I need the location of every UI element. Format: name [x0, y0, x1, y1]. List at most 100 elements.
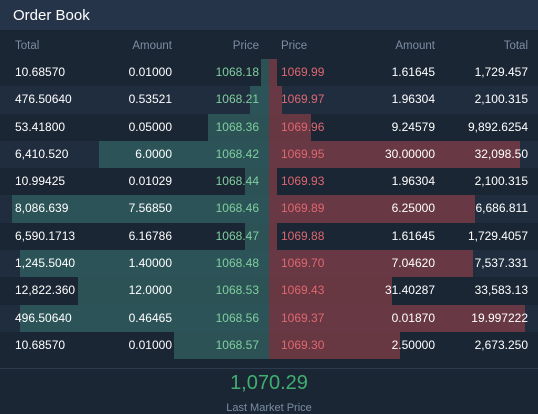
bid-total-cell: 12,822.360	[15, 283, 76, 298]
ask-depth-bar	[269, 195, 475, 223]
ask-total-header[interactable]: Total	[503, 40, 528, 52]
bid-total-cell: 10.99425	[15, 174, 66, 189]
order-row[interactable]: 10.68570 0.01000 1068.57 1069.30 2.50000 2,67…	[0, 331, 538, 360]
ask-price-cell: 1069.97	[281, 92, 325, 107]
bid-amount-cell: 0.53521	[128, 92, 172, 107]
ask-amount-cell: 6.25000	[391, 201, 435, 216]
ask-price-cell: 1069.37	[281, 310, 325, 325]
bid-price-cell: 1068.56	[215, 310, 259, 325]
ask-depth-bar	[269, 304, 525, 332]
order-rows: 10.68570 0.01000 1068.18 1069.99 1.61645 1,72…	[0, 59, 538, 360]
bid-amount-cell: 0.01000	[128, 337, 172, 352]
ask-depth-bar	[269, 86, 282, 114]
ask-amount-cell: 7.04620	[391, 256, 435, 271]
ask-depth-bar	[269, 277, 392, 305]
ask-price-cell: 1069.95	[281, 146, 325, 161]
bid-amount-cell: 0.01029	[128, 174, 172, 189]
bid-amount-cell: 0.05000	[128, 119, 172, 134]
ask-total-cell: 32,098.50	[474, 146, 528, 161]
ask-amount-cell: 1.96304	[391, 92, 435, 107]
ask-depth-bar	[269, 113, 311, 141]
bid-price-cell: 1068.36	[215, 119, 259, 134]
ask-depth-bar	[269, 168, 277, 196]
bid-depth-bar	[20, 250, 269, 278]
bid-depth-bar	[261, 59, 269, 87]
bid-total-cell: 496.50640	[15, 310, 72, 325]
ask-price-cell: 1069.70	[281, 256, 325, 271]
ask-depth-bar	[269, 140, 520, 169]
bid-price-cell: 1068.44	[215, 174, 259, 189]
ask-amount-cell: 1.96304	[391, 174, 435, 189]
bid-total-cell: 10.68570	[15, 65, 66, 79]
order-row[interactable]: 1,245.5040 1.40000 1068.48 1069.70 7.04620 7,…	[0, 250, 538, 278]
order-row[interactable]: 10.99425 0.01029 1068.44 1069.93 1.96304 2,10…	[0, 168, 538, 196]
ask-price-cell: 1069.88	[281, 228, 325, 243]
ask-depth-bar	[269, 331, 400, 360]
ask-amount-header[interactable]: Amount	[395, 40, 435, 52]
ask-amount-cell: 2.50000	[391, 337, 435, 352]
order-row[interactable]: 496.50640 0.46465 1068.56 1069.37 0.01870 19.…	[0, 304, 538, 332]
order-row[interactable]: 12,822.360 12.0000 1068.53 1069.43 31.40287 3…	[0, 277, 538, 305]
bid-amount-cell: 0.01000	[128, 65, 172, 79]
ask-total-cell: 1,729.4057	[467, 228, 528, 243]
divider	[0, 368, 538, 369]
bid-amount-cell: 6.16786	[128, 228, 172, 243]
order-row[interactable]: 10.68570 0.01000 1068.18 1069.99 1.61645 1,72…	[0, 59, 538, 87]
ask-total-cell: 2,100.315	[474, 92, 528, 107]
bid-amount-cell: 0.46465	[128, 310, 172, 325]
bid-price-cell: 1068.48	[215, 256, 259, 271]
ask-total-cell: 7,537.331	[474, 256, 528, 271]
bid-depth-bar	[250, 86, 269, 114]
bid-depth-bar	[12, 195, 269, 223]
last-market-price: 1,070.29	[230, 372, 308, 394]
ask-depth-bar	[269, 250, 473, 278]
ask-price-header[interactable]: Price	[281, 40, 308, 52]
ask-price-cell: 1069.89	[281, 201, 325, 216]
order-row[interactable]: 6,590.1713 6.16786 1068.47 1069.88 1.61645 1,…	[0, 222, 538, 251]
order-row[interactable]: 6,410.520 6.0000 1068.42 1069.95 30.00000 32,…	[0, 140, 538, 169]
bid-total-cell: 6,410.520	[15, 146, 69, 161]
bid-amount-cell: 7.56850	[128, 201, 172, 216]
bid-depth-bar	[174, 331, 269, 360]
bid-price-cell: 1068.47	[215, 228, 259, 243]
ask-price-cell: 1069.43	[281, 283, 325, 298]
ask-total-cell: 6,686.811	[475, 201, 529, 216]
bid-total-cell: 1,245.5040	[15, 256, 76, 271]
bid-price-cell: 1068.57	[215, 337, 259, 352]
bid-depth-bar	[245, 168, 269, 196]
bid-amount-cell: 6.0000	[135, 146, 172, 161]
ask-amount-cell: 9.24579	[391, 119, 435, 134]
column-headers: Total Amount Price Price Amount Total	[0, 38, 538, 56]
ask-total-cell: 2,673.250	[474, 337, 528, 352]
bid-depth-bar	[208, 113, 269, 141]
ask-amount-cell: 0.01870	[391, 310, 435, 325]
ask-depth-bar	[269, 222, 277, 251]
bid-total-cell: 10.68570	[15, 337, 66, 352]
ask-price-cell: 1069.30	[281, 337, 325, 352]
bid-amount-cell: 1.40000	[128, 256, 172, 271]
order-row[interactable]: 476.50640 0.53521 1068.21 1069.97 1.96304 2,1…	[0, 86, 538, 114]
bid-price-cell: 1068.21	[215, 92, 259, 107]
bid-depth-bar	[245, 222, 269, 251]
bid-total-cell: 6,590.1713	[15, 228, 76, 243]
ask-amount-cell: 1.61645	[391, 65, 435, 79]
order-book-header: Order Book	[0, 0, 538, 31]
ask-total-cell: 33,583.13	[474, 283, 528, 298]
ask-total-cell: 1,729.457	[474, 65, 528, 79]
bid-depth-bar	[78, 277, 269, 305]
bid-total-cell: 8,086.639	[15, 201, 69, 216]
panel-title: Order Book	[13, 6, 90, 24]
order-row[interactable]: 53.41800 0.05000 1068.36 1069.96 9.24579 9,89…	[0, 113, 538, 141]
bid-depth-bar	[20, 304, 269, 332]
bid-price-header[interactable]: Price	[232, 40, 259, 52]
bid-total-header[interactable]: Total	[15, 40, 40, 52]
order-row[interactable]: 8,086.639 7.56850 1068.46 1069.89 6.25000 6,6…	[0, 195, 538, 223]
ask-amount-cell: 1.61645	[391, 228, 435, 243]
ask-total-cell: 9,892.6254	[467, 119, 528, 134]
bid-price-cell: 1068.42	[215, 146, 259, 161]
bid-price-cell: 1068.18	[215, 65, 259, 79]
bid-amount-header[interactable]: Amount	[132, 40, 172, 52]
ask-amount-cell: 30.00000	[384, 146, 435, 161]
ask-price-cell: 1069.96	[281, 119, 325, 134]
